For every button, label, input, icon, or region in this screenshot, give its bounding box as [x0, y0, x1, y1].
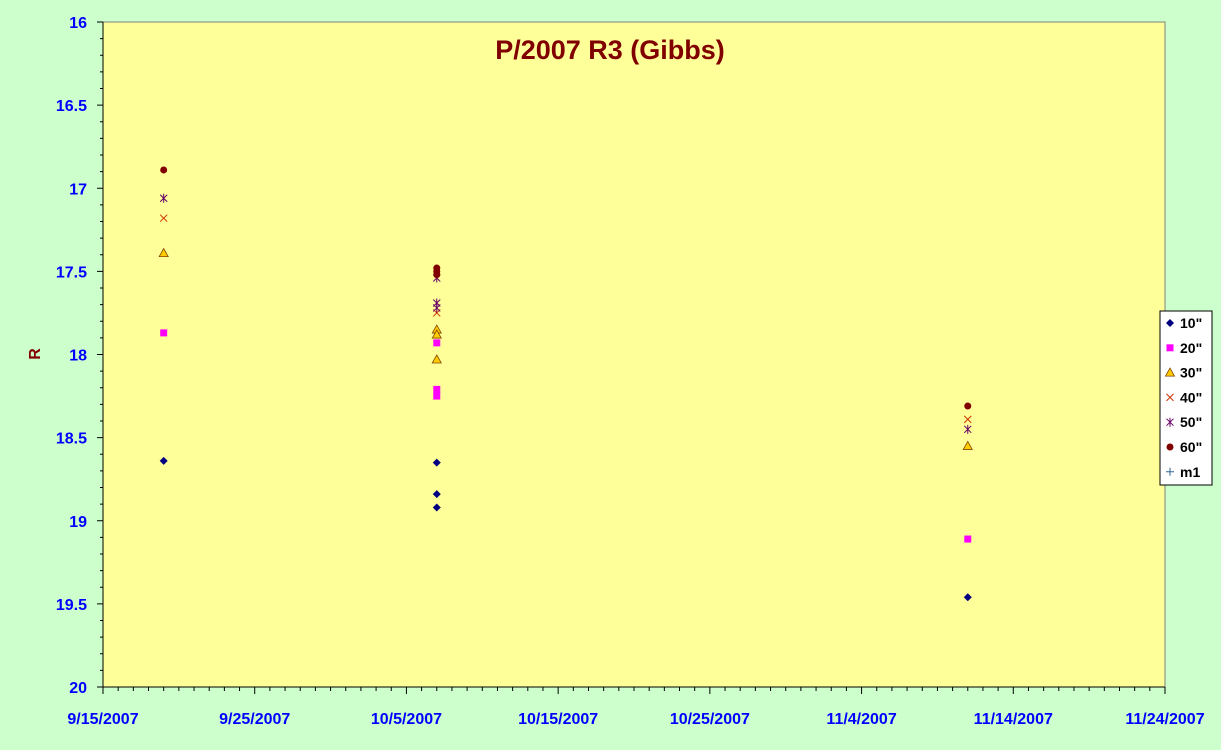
x-tick-label: 11/14/2007 [974, 711, 1053, 728]
series-2 [158, 247, 973, 450]
data-point [158, 247, 169, 257]
data-point [431, 329, 442, 339]
legend-item: 60" [1166, 439, 1202, 455]
x-tick-label: 10/25/2007 [670, 711, 750, 728]
data-point [159, 193, 168, 203]
series-1 [160, 329, 972, 543]
data-point [432, 303, 441, 313]
legend-item: 10" [1166, 315, 1202, 331]
data-point [963, 424, 972, 434]
legend-label: 50" [1180, 414, 1202, 430]
x-tick-label: 9/25/2007 [219, 711, 290, 728]
legend-item: m1 [1166, 464, 1200, 480]
legend-item: 40" [1166, 389, 1202, 405]
y-tick-label: 17.5 [56, 264, 87, 281]
data-point [160, 166, 168, 174]
legend-label: 20" [1180, 340, 1202, 356]
data-point [159, 456, 168, 465]
legend-item: 20" [1166, 340, 1202, 356]
legend-item: 30" [1164, 365, 1202, 381]
series-0 [159, 456, 972, 602]
data-point [432, 490, 441, 499]
chart-title: P/2007 R3 (Gibbs) [495, 35, 725, 65]
data-point [160, 329, 168, 337]
series-5 [160, 166, 972, 410]
data-point [431, 354, 442, 364]
legend-label: 30" [1180, 365, 1202, 381]
x-tick-label: 10/15/2007 [518, 711, 598, 728]
x-axis: 9/15/2007 9/25/2007 10/5/2007 10/15/2007 10/… [67, 686, 1205, 728]
y-tick-label: 19.5 [56, 597, 87, 614]
y-tick-label: 18.5 [56, 431, 87, 448]
legend-marker [1166, 467, 1174, 476]
data-point [962, 440, 973, 450]
legend-marker [1166, 417, 1174, 427]
data-point [963, 593, 972, 602]
data-point [433, 385, 441, 393]
y-tick-label: 17 [69, 181, 87, 198]
data-point [964, 402, 972, 410]
y-axis: 16 16.5 17 17.5 18 18.5 19 19.5 20 [56, 15, 104, 697]
legend-box [1159, 310, 1213, 486]
x-tick-label: 10/5/2007 [371, 711, 442, 728]
data-point [432, 458, 441, 467]
data-point [963, 415, 972, 424]
y-tick-label: 20 [69, 680, 87, 697]
data-point [432, 503, 441, 512]
legend-item: 50" [1166, 414, 1202, 430]
x-tick-label: 9/15/2007 [67, 711, 138, 728]
x-tick-label: 11/4/2007 [826, 711, 896, 728]
y-axis-title: R [27, 348, 44, 360]
data-point [964, 535, 972, 543]
legend-marker [1166, 443, 1174, 451]
legend-label: 60" [1180, 439, 1202, 455]
legend-label: 10" [1180, 315, 1202, 331]
x-tick-label: 11/24/2007 [1125, 711, 1204, 728]
legend-marker [1166, 319, 1174, 327]
data-point [433, 271, 441, 279]
legend-label: m1 [1180, 464, 1200, 480]
data-point [159, 214, 168, 223]
legend-marker [1166, 393, 1174, 402]
y-tick-label: 16.5 [56, 98, 87, 115]
legend-label: 40" [1180, 389, 1202, 405]
plot-area [102, 21, 1166, 688]
series-4 [159, 193, 972, 434]
data-point [433, 392, 441, 400]
data-points [158, 166, 973, 602]
y-tick-label: 19 [69, 514, 87, 531]
y-tick-label: 16 [69, 15, 87, 32]
data-point [433, 339, 441, 347]
legend: 10" 20" 30" 40" 50" 60" m1 [1159, 310, 1213, 486]
y-tick-label: 18 [69, 348, 87, 365]
legend-marker [1166, 344, 1174, 352]
legend-marker [1164, 367, 1176, 377]
